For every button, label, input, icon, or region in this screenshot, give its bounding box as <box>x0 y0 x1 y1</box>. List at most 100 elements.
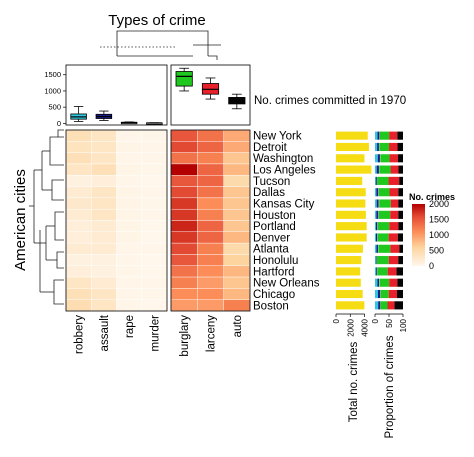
heatmap-cell <box>65 288 92 300</box>
heatmap-cell <box>170 175 198 187</box>
city-label: Dallas <box>253 187 285 199</box>
city-label: Tucson <box>253 176 290 188</box>
proportion-axis-tick-label: 0 <box>371 318 380 323</box>
proportion-segment <box>379 199 391 208</box>
proportion-segment <box>377 278 380 287</box>
heatmap-cell <box>223 288 251 300</box>
boxplot-tick-label: 500 <box>48 103 61 112</box>
proportion-segment <box>378 210 391 219</box>
heatmap-cell <box>141 265 168 278</box>
proportion-segment <box>376 165 379 174</box>
heatmap-cell <box>170 265 198 278</box>
heatmap-cell <box>91 242 117 255</box>
heatmap-cell <box>116 288 142 300</box>
proportion-segment <box>375 222 376 231</box>
total-crimes-bar <box>336 131 368 140</box>
heatmap-cell <box>91 254 117 266</box>
heatmap-cell <box>116 141 142 153</box>
boxplot-label: No. crimes committed in 1970 <box>254 95 406 107</box>
boxplot-boxes <box>70 67 246 125</box>
city-label: Washington <box>253 153 313 165</box>
legend-tick-label: 1500 <box>429 215 449 225</box>
color-legend: No. crimes 0 500 1000 1500 2000 <box>409 192 455 271</box>
heatmap-cell <box>197 231 224 244</box>
crime-type-label: burglary <box>179 315 191 357</box>
proportion-segment <box>379 165 391 174</box>
heatmap-cell <box>65 220 92 233</box>
heatmap-cell <box>197 276 224 289</box>
proportion-segment <box>378 188 390 197</box>
heatmap-cell <box>170 288 198 300</box>
proportion-segment <box>387 301 395 310</box>
heatmap-cell <box>223 231 251 244</box>
heatmap-cell <box>170 231 198 244</box>
heatmap-cell <box>223 175 251 187</box>
heatmap-cell <box>197 265 224 278</box>
heatmap-cell <box>197 254 224 266</box>
legend-title: No. crimes <box>409 192 455 202</box>
proportion-segment <box>388 176 400 185</box>
proportion-segment <box>375 176 376 185</box>
boxplot-box <box>201 77 220 100</box>
proportion-segment <box>375 289 378 299</box>
boxplot-y-axis: 0 500 1000 1500 <box>44 70 66 128</box>
heatmap-cell <box>197 141 224 153</box>
heatmap-cell <box>197 288 224 300</box>
crime-type-labels: robbery assault rape murder burglary larceny a… <box>74 314 244 356</box>
proportion-segment <box>376 210 379 219</box>
proportion-segment <box>398 188 403 197</box>
proportion-segment <box>376 188 379 197</box>
heatmap-cell <box>65 254 92 266</box>
boxplot-tick-label: 1500 <box>44 70 61 79</box>
heatmap-cell <box>197 163 224 176</box>
heatmap-cell <box>141 208 168 221</box>
heatmap-cell <box>65 231 92 244</box>
heatmap-cell <box>170 186 198 199</box>
proportion-segment <box>377 267 388 276</box>
heatmap-cell <box>116 299 142 312</box>
proportion-segment <box>389 154 399 163</box>
proportion-segment <box>380 154 390 163</box>
heatmap-cell <box>91 265 117 278</box>
total-crimes-bar <box>336 301 365 310</box>
heatmap-cell <box>197 208 224 221</box>
proportion-segment <box>375 256 377 265</box>
total-crimes-bar <box>336 176 363 185</box>
heatmap-cell <box>116 175 142 187</box>
proportion-segment <box>398 256 403 265</box>
heatmap-cell <box>223 220 251 233</box>
heatmap-cell <box>223 242 251 255</box>
city-label: Denver <box>253 232 290 244</box>
heatmap-cell <box>141 152 168 165</box>
heatmap-cell <box>170 276 198 289</box>
heatmap-cell <box>141 175 168 187</box>
proportion-segment <box>389 278 398 287</box>
proportion-segment <box>375 244 377 253</box>
proportion-segment <box>378 301 381 310</box>
heatmap-cell <box>197 197 224 210</box>
heatmap-cell <box>116 129 142 142</box>
heatmap-cell <box>170 129 198 142</box>
proportion-segment <box>375 199 377 208</box>
proportion-segment <box>376 244 378 253</box>
total-crimes-bar <box>336 233 367 242</box>
city-label: Hartford <box>253 266 295 278</box>
proportion-segment <box>375 210 377 219</box>
proportion-bars <box>375 131 403 310</box>
heatmap-cell <box>91 220 117 233</box>
heatmap-cell <box>91 276 117 289</box>
city-label: New York <box>253 131 302 143</box>
proportion-axis: 0 50 100 <box>371 313 408 332</box>
proportion-segment <box>390 244 400 253</box>
total-crimes-axis: 0 2000 4000 <box>332 313 370 337</box>
heatmap-cell <box>116 186 142 199</box>
proportion-label: Proportion of crimes <box>384 335 396 438</box>
heatmap-cell <box>65 208 92 221</box>
heatmap-cell <box>91 299 117 312</box>
heatmap-cell <box>65 265 92 278</box>
heatmap-cell <box>65 152 92 165</box>
total-axis-tick-label: 0 <box>332 318 341 323</box>
proportion-segment <box>398 165 403 174</box>
heatmap-cell <box>91 175 117 187</box>
